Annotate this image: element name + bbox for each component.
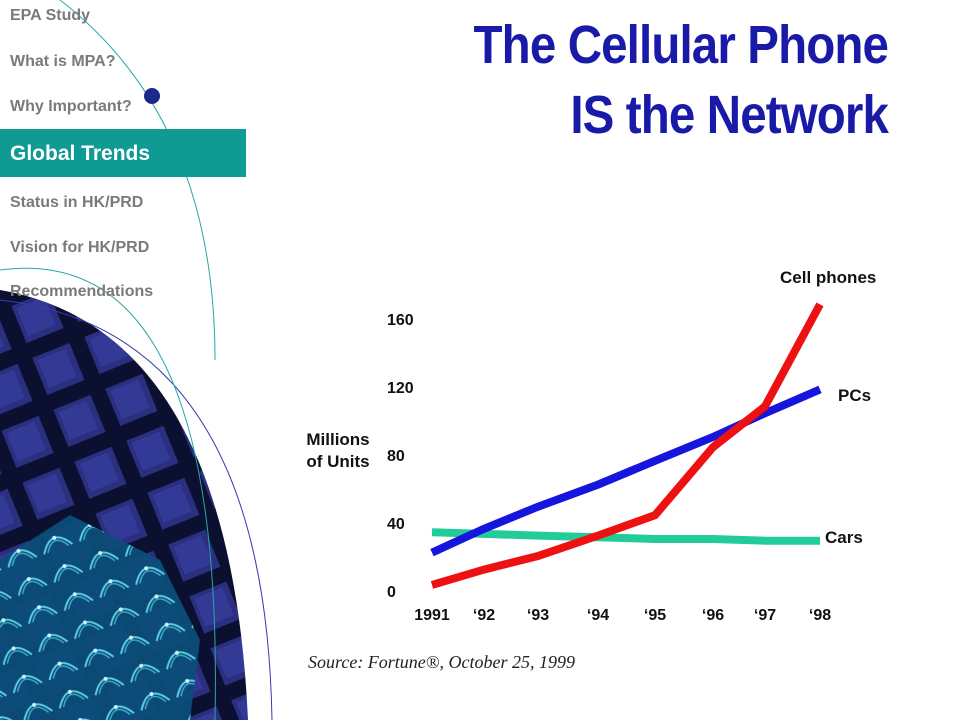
y-tick-label: 160 xyxy=(387,312,414,329)
nav-item-recommendations[interactable]: Recommendations xyxy=(10,283,154,300)
x-tick-label: ‘95 xyxy=(644,607,666,624)
nav-item-global-trends[interactable]: Global Trends xyxy=(0,129,246,177)
title-line-1: The Cellular Phone xyxy=(473,15,888,75)
x-tick-label: ‘97 xyxy=(754,607,776,624)
x-tick-label: ‘98 xyxy=(809,607,831,624)
nav-item-why-important[interactable]: Why Important? xyxy=(10,98,132,115)
y-tick-label: 80 xyxy=(387,448,405,465)
series-label-cars: Cars xyxy=(825,528,863,547)
source-note: Source: Fortune®, October 25, 1999 xyxy=(308,652,575,672)
nav-item-vision-hk-prd[interactable]: Vision for HK/PRD xyxy=(10,239,150,256)
nav-item-status-hk-prd[interactable]: Status in HK/PRD xyxy=(10,194,144,211)
x-tick-label: ‘96 xyxy=(702,607,724,624)
series-line-cell-phones xyxy=(430,302,824,589)
y-tick-label: 0 xyxy=(387,584,396,601)
title-line-2: IS the Network xyxy=(570,85,889,145)
series-label-cell-phones: Cell phones xyxy=(780,268,876,287)
y-axis-label: Millions xyxy=(306,430,369,449)
nav-bullet-dot xyxy=(144,88,160,104)
nav-item-epa-study[interactable]: EPA Study xyxy=(10,7,91,24)
nav-item-what-is-mpa[interactable]: What is MPA? xyxy=(10,53,116,70)
x-tick-label: 1991 xyxy=(414,607,450,624)
series-label-pcs: PCs xyxy=(838,386,871,405)
x-tick-label: ‘94 xyxy=(587,607,609,624)
y-axis-label: of Units xyxy=(306,452,369,471)
y-tick-label: 40 xyxy=(387,516,405,533)
x-tick-label: ‘92 xyxy=(473,607,495,624)
series-line-cars xyxy=(431,528,820,545)
y-tick-label: 120 xyxy=(387,380,414,397)
x-tick-label: ‘93 xyxy=(527,607,549,624)
